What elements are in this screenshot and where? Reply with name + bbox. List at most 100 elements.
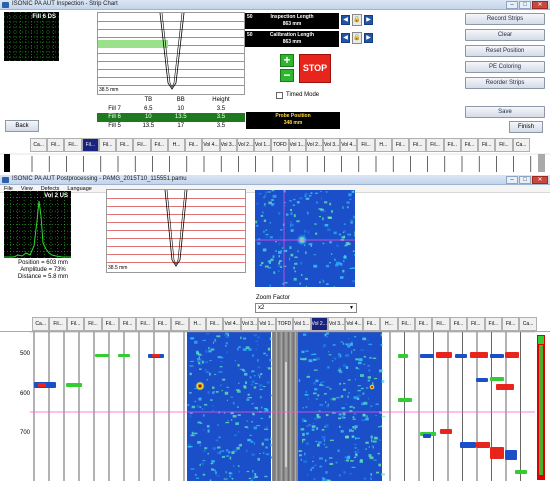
strip-tab[interactable]: Vol 4... <box>345 317 363 331</box>
strip-tab[interactable]: Vol 4... <box>202 138 220 152</box>
strip-tab[interactable]: Fil... <box>150 138 168 152</box>
record-strips-button[interactable]: Record Strips <box>465 13 545 25</box>
strip-tab[interactable]: Fil... <box>185 138 203 152</box>
table-header: BB <box>176 97 185 104</box>
strip-tab[interactable]: H... <box>374 138 392 152</box>
reorder-strips-button[interactable]: Reorder Strips <box>465 77 545 89</box>
strip-tab[interactable]: Fil... <box>47 138 65 152</box>
strip-tab[interactable]: Fil... <box>357 138 375 152</box>
maximize-icon[interactable]: □ <box>519 176 531 184</box>
strip-tab[interactable]: Fil... <box>426 138 444 152</box>
inspection-length-field[interactable]: 50 Inspection Length 863 mm <box>245 13 339 29</box>
strip-tab[interactable]: Fil... <box>116 138 134 152</box>
strip-tab[interactable]: Fil... <box>495 138 513 152</box>
strip-tab[interactable]: Vol 1... <box>254 138 272 152</box>
strip-tab[interactable]: Fil... <box>501 317 520 331</box>
strip-tab[interactable]: Fil... <box>449 317 468 331</box>
strip-tab[interactable]: Fil... <box>64 138 82 152</box>
strip-tab[interactable]: Fil... <box>136 317 154 331</box>
strip-tab[interactable]: TOFD <box>271 138 289 152</box>
strip-tab[interactable]: Vol 1... <box>258 317 276 331</box>
strip-tab[interactable]: Vol 3... <box>240 317 259 331</box>
strip-tab[interactable]: H... <box>167 138 186 152</box>
minus-button[interactable]: − <box>280 69 294 82</box>
strip-tab[interactable]: H... <box>380 317 398 331</box>
strip-tab[interactable]: Fil... <box>98 138 117 152</box>
strip-tab[interactable]: Fil... <box>206 317 224 331</box>
table-row[interactable]: Fill 5 13.5 17 3.5 <box>108 122 226 129</box>
timed-mode-checkbox[interactable] <box>276 92 283 99</box>
strip-tab[interactable]: Fil... <box>362 317 381 331</box>
menu-view[interactable]: View <box>20 186 33 192</box>
strip-tab[interactable]: Vol 1... <box>288 138 306 152</box>
title-bar: ISONIC PA AUT Postprocessing - PAMG_2015… <box>0 175 550 185</box>
calibration-decrease-button[interactable]: ◀ <box>341 33 350 43</box>
save-button[interactable]: Save <box>465 106 545 118</box>
strip-tab[interactable]: Ca... <box>512 138 530 152</box>
strip-tab[interactable]: Fil... <box>81 138 99 152</box>
strip-tab[interactable]: Ca... <box>30 138 48 152</box>
strip-tab[interactable]: Vol 4... <box>223 317 241 331</box>
stop-button[interactable]: STOP <box>299 54 331 83</box>
measurement-readout: Position = 603 mm Amplitude = 73% Distan… <box>8 260 78 281</box>
clear-button[interactable]: Clear <box>465 29 545 41</box>
strip-tab[interactable]: Fil... <box>66 317 85 331</box>
strip-tab[interactable]: Fil... <box>443 138 461 152</box>
strip-tab[interactable]: Fil... <box>171 317 189 331</box>
strip-tab[interactable]: Vol 2... <box>310 317 328 331</box>
calibration-length-field[interactable]: 50 Calibration Length 863 mm <box>245 31 339 47</box>
menu-file[interactable]: File <box>4 186 13 192</box>
strip-tab[interactable]: Fil... <box>432 317 450 331</box>
probe-position-display: Probe Position 348 mm <box>246 112 340 129</box>
strip-tab[interactable]: Fil... <box>397 317 415 331</box>
strip-tab[interactable]: Ca... <box>519 317 537 331</box>
reset-position-button[interactable]: Reset Position <box>465 45 545 57</box>
minimize-icon[interactable]: – <box>506 1 518 9</box>
strip-tab[interactable]: Fil... <box>101 317 120 331</box>
scroll-thumb[interactable] <box>538 336 544 344</box>
close-icon[interactable]: ✕ <box>532 1 548 9</box>
strip-tab[interactable]: Fil... <box>484 317 502 331</box>
scope-label: Fill 6 DS <box>32 14 56 20</box>
lock-icon[interactable]: 🔒 <box>352 32 362 44</box>
strip-tab[interactable]: Fil... <box>460 138 479 152</box>
strip-tab[interactable]: Fil... <box>414 317 433 331</box>
strip-tab[interactable]: Vol 3... <box>327 317 346 331</box>
menu-defects[interactable]: Defects <box>40 186 60 192</box>
strip-tab[interactable]: Vol 4... <box>340 138 358 152</box>
back-button[interactable]: Back <box>5 120 39 132</box>
lock-icon[interactable]: 🔒 <box>352 14 362 26</box>
minimize-icon[interactable]: – <box>506 176 518 184</box>
strip-tab[interactable]: Vol 1... <box>293 317 311 331</box>
scale-label: 38.5 mm <box>108 265 128 271</box>
strip-tab[interactable]: Fil... <box>133 138 151 152</box>
calibration-increase-button[interactable]: ▶ <box>364 33 373 43</box>
zoom-factor-select[interactable]: x2 ▼ <box>255 303 357 313</box>
table-row-selected[interactable]: Fill 6 10 13.5 3.5 <box>97 113 245 122</box>
menu-language[interactable]: Language <box>67 186 92 192</box>
strip-tab[interactable]: Fil... <box>119 317 137 331</box>
strip-tab[interactable]: TOFD <box>275 317 294 331</box>
inspection-increase-button[interactable]: ▶ <box>364 15 373 25</box>
pe-coloring-button[interactable]: PE Coloring <box>465 61 545 73</box>
maximize-icon[interactable]: □ <box>519 1 531 9</box>
plus-button[interactable]: + <box>280 54 294 67</box>
strip-tab[interactable]: Vol 2... <box>236 138 255 152</box>
strip-tab[interactable]: Fil... <box>49 317 67 331</box>
strip-tab[interactable]: Fil... <box>153 317 172 331</box>
strip-tab[interactable]: Fil... <box>409 138 427 152</box>
strip-tab[interactable]: Vol 3... <box>219 138 237 152</box>
strip-tab[interactable]: Ca... <box>32 317 50 331</box>
tofd-zone <box>272 332 298 481</box>
strip-tab[interactable]: Vol 2... <box>305 138 323 152</box>
strip-tab[interactable]: Fil... <box>467 317 485 331</box>
strip-tab[interactable]: H... <box>188 317 207 331</box>
strip-tab[interactable]: Fil... <box>84 317 102 331</box>
strip-tab[interactable]: Fil... <box>478 138 496 152</box>
table-row[interactable]: Fill 7 6.5 10 3.5 <box>108 105 226 112</box>
strip-tab[interactable]: Vol 3... <box>322 138 341 152</box>
inspection-decrease-button[interactable]: ◀ <box>341 15 350 25</box>
strip-tab[interactable]: Fil... <box>391 138 410 152</box>
finish-button[interactable]: Finish <box>509 121 543 133</box>
close-icon[interactable]: ✕ <box>532 176 548 184</box>
